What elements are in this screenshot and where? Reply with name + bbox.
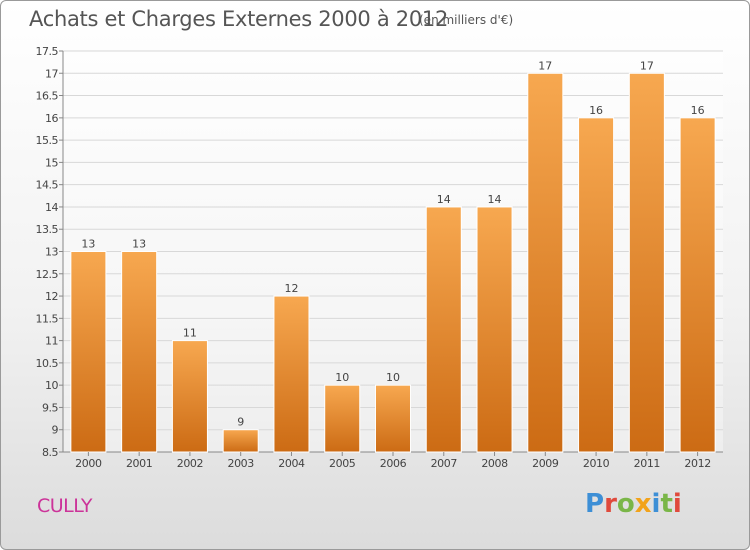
y-tick-label: 15: [45, 156, 58, 169]
x-tick-label-2006: 2006: [380, 457, 407, 470]
bar-2009: [527, 72, 564, 453]
bar-2000: [70, 251, 107, 453]
x-tick-label-2009: 2009: [532, 457, 559, 470]
data-label-2000: 13: [81, 238, 95, 251]
x-tick-label-2012: 2012: [684, 457, 710, 470]
logo-letter: o: [616, 489, 635, 519]
x-tick-label-2004: 2004: [278, 457, 305, 470]
logo-letter: x: [634, 489, 652, 519]
bar-2011: [628, 72, 665, 453]
data-label-2012: 16: [691, 104, 705, 117]
bar-2004: [273, 295, 310, 453]
data-label-2006: 10: [386, 371, 400, 384]
x-tick-label-2003: 2003: [227, 457, 254, 470]
y-tick-label: 13: [45, 246, 58, 259]
x-tick-label-2008: 2008: [481, 457, 508, 470]
data-label-2009: 17: [538, 59, 552, 72]
logo-letter: i: [651, 489, 661, 519]
bar-2001: [121, 251, 158, 453]
chart-title: Achats et Charges Externes 2000 à 2012: [29, 7, 449, 31]
y-tick-label: 13.5: [36, 223, 59, 236]
x-tick-label-2007: 2007: [431, 457, 458, 470]
logo-letter: r: [604, 489, 617, 519]
bar-2008: [476, 206, 513, 453]
proxiti-logo: Proxiti: [585, 489, 682, 519]
x-tick-label-2011: 2011: [634, 457, 660, 470]
data-label-2007: 14: [437, 193, 451, 206]
y-tick-label: 9: [52, 424, 59, 437]
unit-note: (en milliers d'€): [419, 13, 514, 27]
data-label-2011: 17: [640, 59, 654, 72]
y-tick-label: 17.5: [36, 45, 59, 58]
logo-letter: i: [672, 489, 682, 519]
y-tick-label: 10.5: [36, 357, 59, 370]
data-label-2004: 12: [284, 282, 298, 295]
x-tick-label-2005: 2005: [329, 457, 356, 470]
data-label-2001: 13: [132, 238, 146, 251]
x-tick-label-2001: 2001: [126, 457, 152, 470]
bar-2002: [171, 340, 208, 453]
place-name: CULLY: [37, 495, 92, 517]
logo-letter: P: [585, 489, 605, 519]
y-tick-label: 16.5: [36, 90, 59, 103]
data-label-2002: 11: [183, 327, 197, 340]
y-tick-label: 14.5: [36, 179, 59, 192]
data-label-2005: 10: [335, 371, 349, 384]
x-tick-label-2010: 2010: [583, 457, 610, 470]
y-tick-label: 8.5: [42, 446, 58, 459]
bar-2006: [374, 384, 412, 453]
y-tick-label: 14: [45, 201, 58, 214]
bar-2005: [324, 384, 361, 453]
y-tick-label: 9.5: [42, 401, 58, 414]
data-label-2003: 9: [237, 416, 244, 429]
bar-2012: [679, 117, 716, 453]
x-tick-label-2002: 2002: [177, 457, 203, 470]
y-tick-label: 12.5: [36, 268, 59, 281]
y-tick-label: 17: [45, 67, 58, 80]
x-tick-label-2000: 2000: [75, 457, 102, 470]
bar-2003: [222, 429, 259, 453]
y-tick-label: 15.5: [36, 134, 59, 147]
data-label-2008: 14: [488, 193, 502, 206]
y-tick-label: 16: [45, 112, 58, 125]
y-tick-label: 12: [45, 290, 58, 303]
data-label-2010: 16: [589, 104, 603, 117]
y-tick-label: 10: [45, 379, 58, 392]
bar-2007: [425, 206, 462, 453]
y-tick-label: 11: [45, 335, 58, 348]
bar-2010: [578, 117, 615, 453]
logo-letter: t: [660, 489, 673, 519]
y-tick-label: 11.5: [36, 312, 59, 325]
